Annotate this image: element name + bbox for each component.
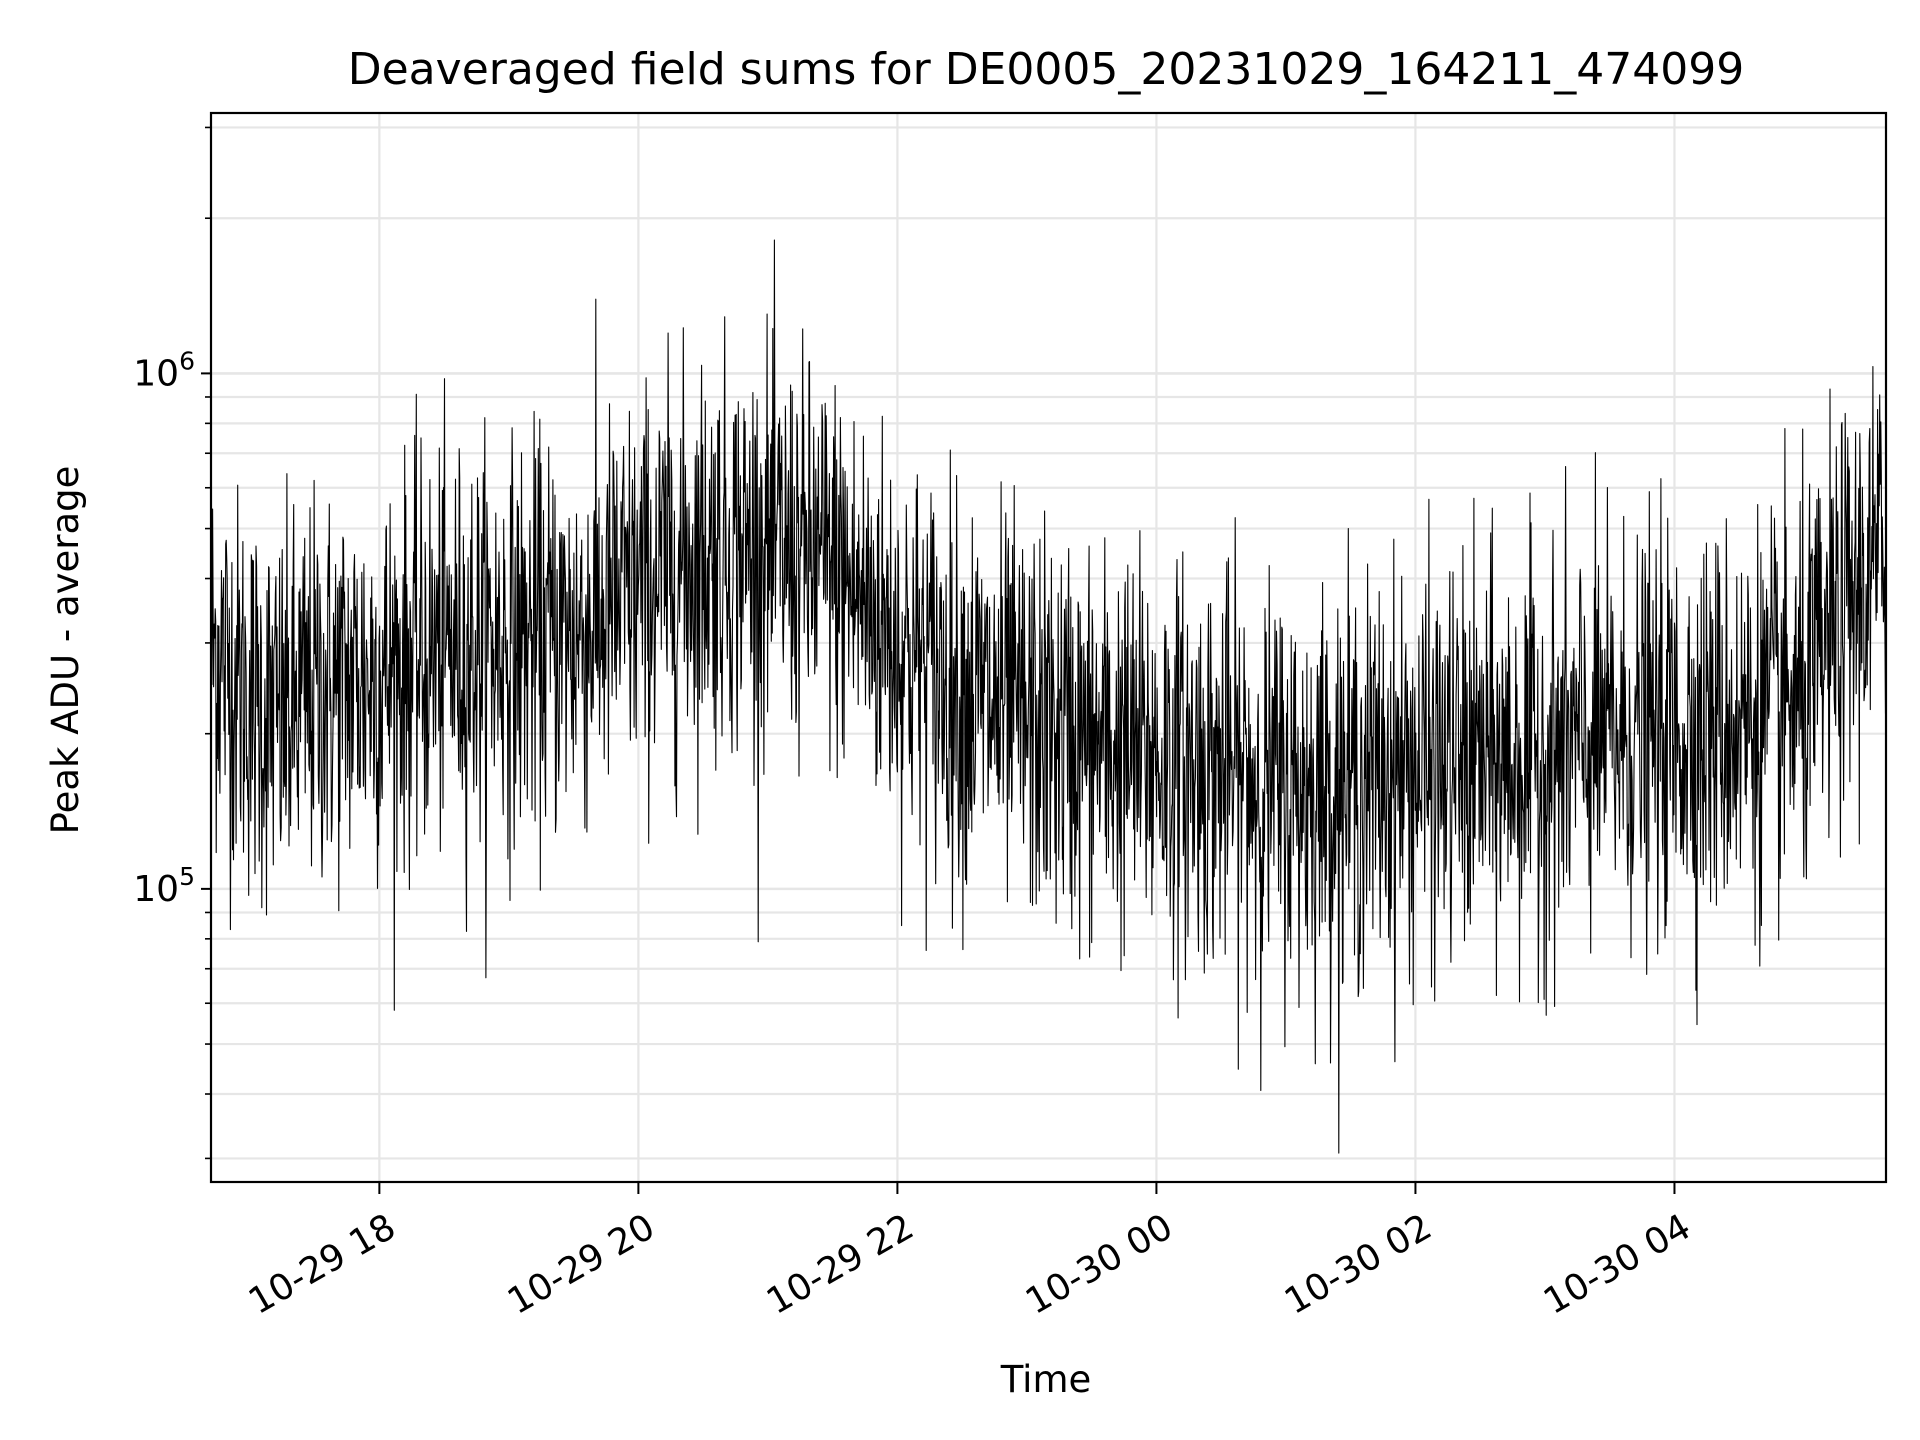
series-line [210, 239, 1887, 1154]
series-line-group [210, 239, 1887, 1154]
y-axis-label: Peak ADU - average [44, 466, 87, 835]
x-axis-label: Time [1000, 1358, 1092, 1401]
y-tick-label: 106 [133, 346, 195, 394]
y-axis: 105 106 [133, 126, 211, 1160]
y-tick-label: 105 [133, 862, 195, 910]
plot-frame [209, 111, 1888, 1184]
chart-title: Deaveraged field sums for DE0005_2023102… [348, 44, 1745, 95]
